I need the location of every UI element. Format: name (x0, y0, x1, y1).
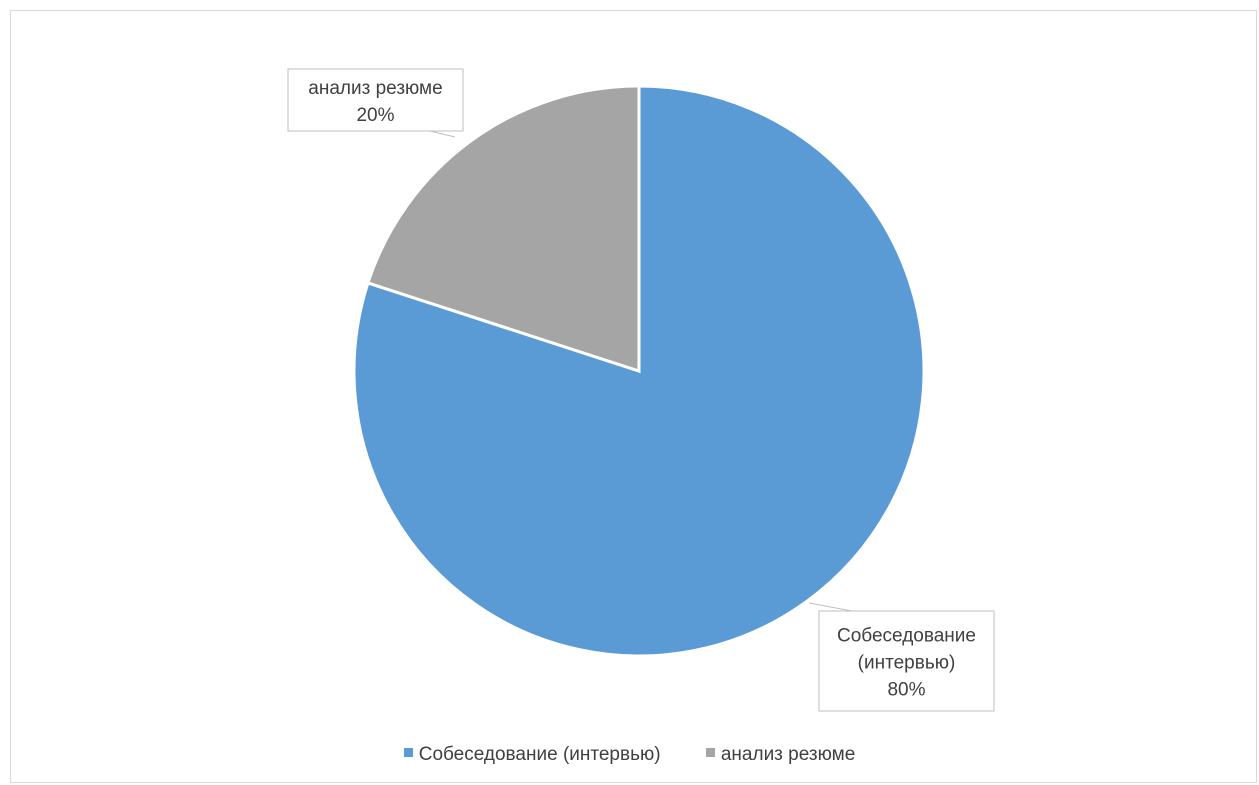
data-label-name-0: (интервью) (858, 653, 956, 674)
legend-swatch-resume (706, 748, 715, 757)
data-label-percent-1: 20% (356, 105, 394, 126)
label-leader-0 (809, 603, 852, 611)
legend-item-interview: Собеседование (интервью) (404, 744, 661, 766)
legend-item-resume: анализ резюме (706, 744, 855, 766)
legend-swatch-interview (404, 748, 413, 757)
data-label-name-0: Собеседование (837, 626, 976, 647)
data-label-percent-0: 80% (887, 680, 925, 701)
label-leader-1 (430, 131, 455, 137)
legend-label-resume: анализ резюме (721, 744, 855, 765)
legend: Собеседование (интервью) анализ резюме (0, 744, 1259, 766)
legend-label-interview: Собеседование (интервью) (419, 744, 661, 765)
data-label-name-1: анализ резюме (308, 78, 442, 99)
